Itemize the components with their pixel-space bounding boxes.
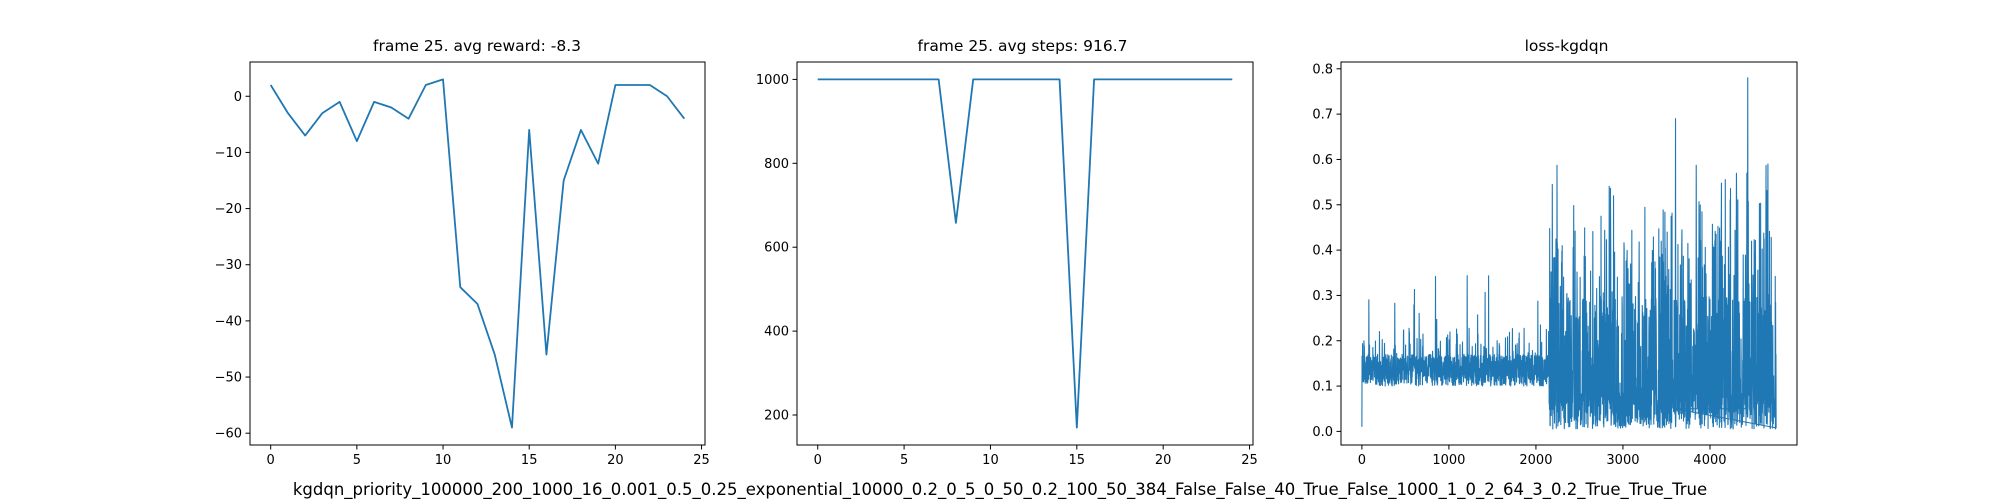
steps-plot-area: 0 5 10 15 20 25 200 400 600 800 1000 bbox=[756, 61, 1258, 468]
steps-x-tick-label: 0 bbox=[814, 453, 822, 468]
reward-x-tick-label: 5 bbox=[353, 453, 361, 468]
loss-y-tick-label: 0.0 bbox=[1312, 425, 1333, 440]
steps-panel: 0 5 10 15 20 25 200 400 600 800 1000 frame 25. avg… bbox=[756, 37, 1258, 468]
reward-x-tick-label: 10 bbox=[435, 453, 452, 468]
reward-x-tick-label: 15 bbox=[521, 453, 538, 468]
loss-axes-frame bbox=[1340, 61, 1798, 446]
reward-y-tick-label: −30 bbox=[215, 258, 242, 273]
steps-series-line bbox=[817, 78, 1233, 429]
steps-axes-frame bbox=[796, 61, 1254, 446]
reward-y-tick-label: 0 bbox=[234, 90, 242, 105]
reward-panel: 0 5 10 15 20 25 0 −10 −20 −30 −40 −50 −60 frame 25. … bbox=[215, 37, 710, 468]
steps-y-tick-label: 1000 bbox=[756, 73, 789, 88]
loss-chart-title: loss-kgdqn bbox=[1525, 37, 1609, 55]
loss-y-tick-label: 0.4 bbox=[1312, 244, 1333, 259]
reward-y-tick-label: −10 bbox=[215, 146, 242, 161]
reward-y-tick-label: −60 bbox=[215, 427, 242, 442]
loss-y-tick-label: 0.6 bbox=[1312, 153, 1333, 168]
reward-x-tick-label: 20 bbox=[607, 453, 624, 468]
reward-x-tick-label: 0 bbox=[267, 453, 275, 468]
steps-x-tick-label: 20 bbox=[1155, 453, 1172, 468]
steps-x-tick-label: 15 bbox=[1069, 453, 1086, 468]
loss-y-tick-label: 0.3 bbox=[1312, 289, 1333, 304]
reward-series-line bbox=[269, 78, 686, 429]
loss-series-line bbox=[1361, 77, 1777, 430]
reward-y-tick-label: −20 bbox=[215, 202, 242, 217]
loss-y-tick-label: 0.7 bbox=[1312, 108, 1333, 123]
loss-panel: 0 1000 2000 3000 4000 0.0 0.1 0.2 0.3 0.4 0.5 0.6 0.… bbox=[1312, 37, 1798, 468]
loss-x-tick-label: 3000 bbox=[1606, 453, 1639, 468]
steps-x-tick-label: 10 bbox=[982, 453, 999, 468]
loss-y-tick-label: 0.2 bbox=[1312, 334, 1333, 349]
reward-axes-frame bbox=[249, 61, 706, 446]
steps-x-tick-label: 5 bbox=[900, 453, 908, 468]
figure-caption: kgdqn_priority_100000_200_1000_16_0.001_… bbox=[293, 480, 1707, 500]
loss-plot-area: 0 1000 2000 3000 4000 0.0 0.1 0.2 0.3 0.4 0.5 0.6 0.… bbox=[1312, 61, 1798, 468]
reward-chart-title: frame 25. avg reward: -8.3 bbox=[373, 37, 581, 55]
reward-y-tick-label: −50 bbox=[215, 371, 242, 386]
loss-x-tick-label: 4000 bbox=[1693, 453, 1726, 468]
steps-chart-title: frame 25. avg steps: 916.7 bbox=[917, 37, 1127, 55]
steps-y-tick-label: 600 bbox=[764, 241, 789, 256]
steps-x-tick-label: 25 bbox=[1241, 453, 1258, 468]
steps-y-tick-label: 800 bbox=[764, 157, 789, 172]
loss-x-tick-label: 1000 bbox=[1432, 453, 1465, 468]
loss-x-tick-label: 2000 bbox=[1519, 453, 1552, 468]
steps-y-tick-label: 400 bbox=[764, 325, 789, 340]
loss-x-tick-label: 0 bbox=[1358, 453, 1366, 468]
reward-x-tick-label: 25 bbox=[693, 453, 710, 468]
loss-y-tick-label: 0.8 bbox=[1312, 62, 1333, 77]
reward-plot-area: 0 5 10 15 20 25 0 −10 −20 −30 −40 −50 −60 bbox=[215, 61, 710, 468]
steps-y-tick-label: 200 bbox=[764, 409, 789, 424]
loss-y-tick-label: 0.5 bbox=[1312, 198, 1333, 213]
reward-y-tick-label: −40 bbox=[215, 314, 242, 329]
loss-y-tick-label: 0.1 bbox=[1312, 380, 1333, 395]
